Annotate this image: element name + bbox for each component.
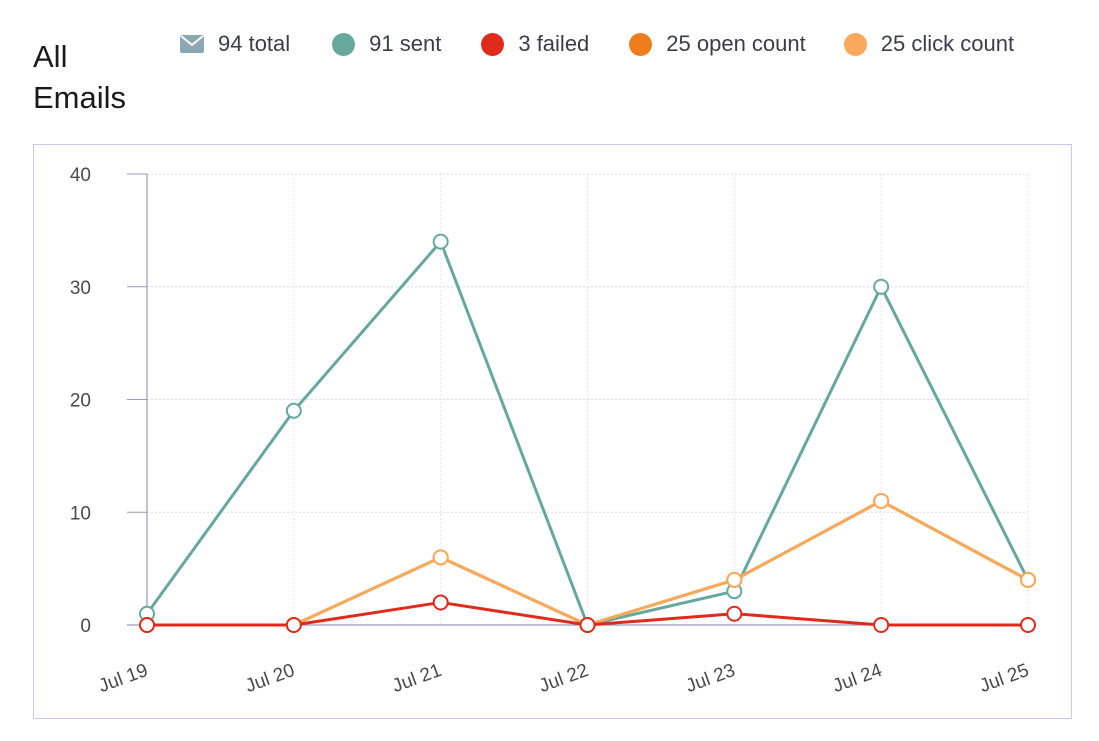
legend-item-open[interactable]: 25 open count (629, 31, 806, 57)
y-tick-label: 20 (70, 391, 91, 412)
legend-dot-open (629, 32, 653, 56)
data-point-failed (873, 617, 890, 633)
legend-label-click: 25 click count (880, 31, 1015, 56)
y-tick-label: 30 (70, 278, 91, 299)
data-point-click-count (1020, 571, 1036, 588)
data-point-failed (726, 605, 743, 622)
chart-frame (33, 144, 1072, 719)
legend-label-open: 25 open count (666, 31, 806, 56)
x-tick-label: Jul 20 (243, 660, 298, 697)
legend-label-failed: 3 failed (518, 31, 590, 56)
legend-dot-sent (332, 32, 356, 56)
x-tick-label: Jul 25 (977, 660, 1032, 697)
x-tick-label: Jul 22 (536, 660, 591, 697)
data-point-click-count (432, 549, 449, 566)
x-tick-label: Jul 24 (830, 660, 885, 697)
data-point-click-count (873, 492, 890, 509)
legend-item-failed[interactable]: 3 failed (481, 31, 589, 57)
data-point-sent (285, 402, 302, 419)
data-point-failed (285, 617, 302, 633)
data-point-sent (873, 278, 890, 295)
legend-dot-failed (481, 32, 505, 56)
x-tick-label: Jul 19 (96, 660, 151, 697)
x-tick-label: Jul 21 (390, 660, 445, 697)
legend-item-total[interactable]: 94 total (180, 31, 290, 57)
data-point-failed (579, 617, 596, 633)
legend-label-total: 94 total (218, 31, 291, 56)
legend-item-sent[interactable]: 91 sent (332, 31, 441, 57)
mail-icon (180, 35, 204, 53)
data-point-failed (432, 594, 449, 611)
legend-dot-click (843, 32, 867, 56)
line-chart: 0 10 20 30 40 Jul 19 Jul 20 Jul 21 Jul 22 Jul 23 J… (70, 165, 1036, 697)
data-point-click-count (726, 571, 743, 588)
x-tick-label: Jul 23 (683, 660, 738, 697)
chart-title: All Emails (33, 39, 127, 115)
legend-label-sent: 91 sent (369, 31, 442, 56)
legend-item-click[interactable]: 25 click count (843, 31, 1015, 57)
y-tick-label: 40 (70, 165, 91, 186)
y-tick-label: 10 (70, 503, 91, 524)
data-point-sent (432, 233, 449, 250)
data-point-failed (139, 617, 155, 633)
y-tick-label: 0 (80, 616, 91, 637)
data-point-failed (1020, 617, 1036, 633)
chart-legend: 94 total 91 sent 3 failed 25 open count … (180, 31, 1079, 57)
